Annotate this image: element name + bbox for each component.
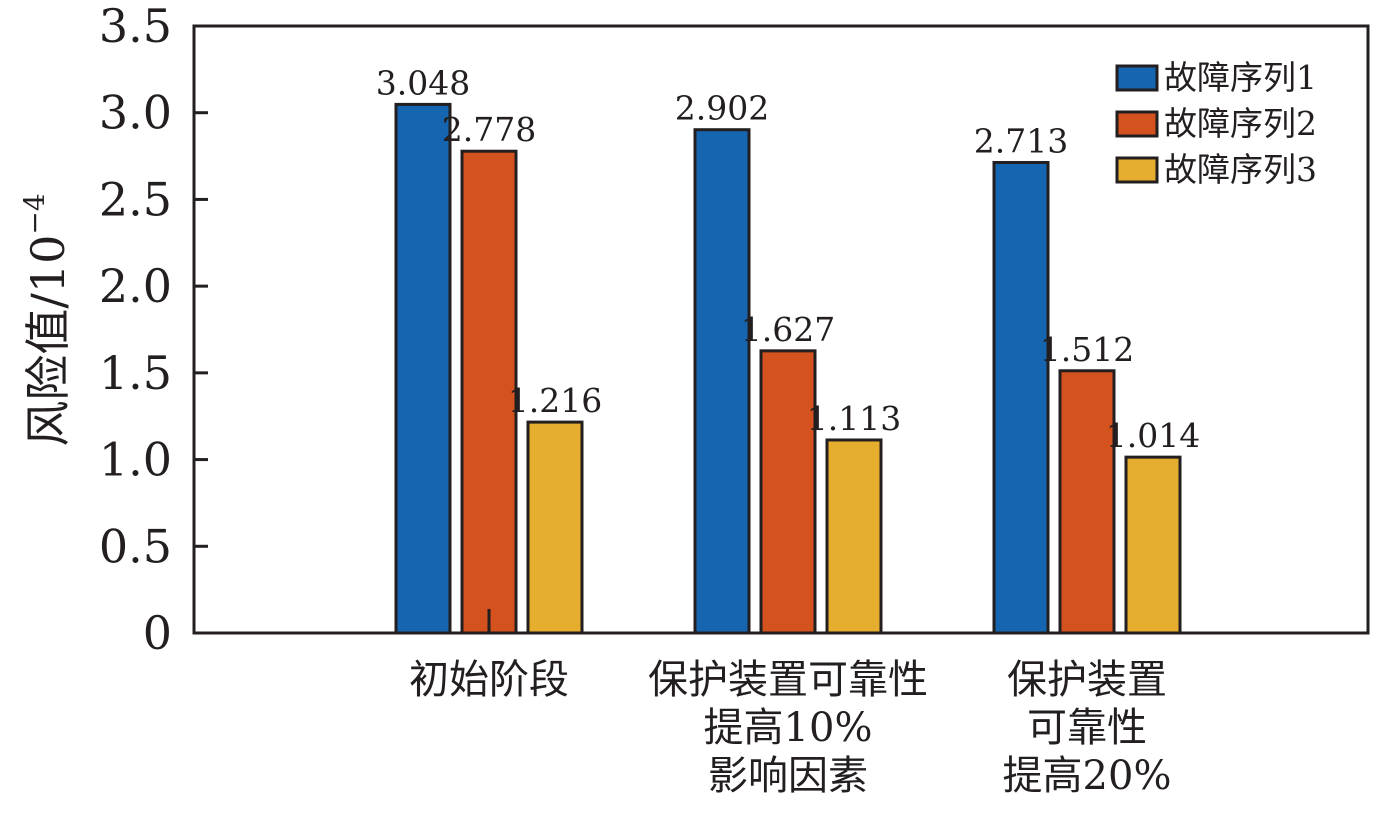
bar xyxy=(693,128,751,635)
y-axis-title-text: 风险值/10 xyxy=(21,235,75,447)
data-label: 1.512 xyxy=(1040,330,1134,369)
y-tick-label: 2.0 xyxy=(99,259,172,313)
data-label: 2.713 xyxy=(974,121,1068,160)
bar xyxy=(394,102,452,635)
legend-label: 故障序列1 xyxy=(1164,58,1317,97)
y-axis-title-exponent: −4 xyxy=(18,193,51,234)
bar xyxy=(1058,369,1116,635)
x-category-label: 提高20% xyxy=(1003,753,1172,799)
y-tick-label: 0.5 xyxy=(99,519,172,573)
bar xyxy=(759,349,817,635)
x-category-label: 影响因素 xyxy=(708,753,868,799)
data-label: 1.627 xyxy=(741,310,835,349)
legend-label: 故障序列3 xyxy=(1164,150,1317,189)
data-label: 1.113 xyxy=(807,399,901,438)
bar xyxy=(1124,455,1182,635)
data-label: 1.216 xyxy=(508,381,602,420)
legend-swatch xyxy=(1115,64,1159,92)
y-tick-label: 0 xyxy=(143,606,172,660)
bar xyxy=(825,438,883,635)
legend-swatch xyxy=(1115,110,1159,138)
plot-frame xyxy=(192,24,1370,635)
bar xyxy=(460,149,518,635)
y-tick-label: 3.5 xyxy=(99,0,172,53)
bar xyxy=(526,420,584,635)
data-label: 2.778 xyxy=(442,110,536,149)
y-axis-title: 风险值/10−4 xyxy=(18,193,75,446)
x-category-label: 保护装置可靠性 xyxy=(648,657,928,703)
data-labels-layer: 3.048 2.902 2.713 2.778 1.627 1.512 1.216 1.113… xyxy=(376,63,1200,455)
x-category-label: 初始阶段 xyxy=(409,657,569,703)
y-axis: 0 0.5 1.0 1.5 2.0 2.5 3.0 3.5 xyxy=(99,0,491,660)
x-category-label: 保护装置 xyxy=(1007,657,1167,703)
y-tick-label: 1.5 xyxy=(99,346,172,400)
bars-layer xyxy=(394,102,1182,635)
x-category-label: 可靠性 xyxy=(1027,705,1147,751)
data-label: 2.902 xyxy=(675,89,769,128)
bar xyxy=(992,160,1050,635)
y-tick-label: 1.0 xyxy=(99,433,172,487)
legend-swatch xyxy=(1115,156,1159,184)
data-label: 1.014 xyxy=(1106,416,1200,455)
y-tick-label: 2.5 xyxy=(99,172,172,226)
y-tick-label: 3.0 xyxy=(99,86,172,140)
data-label: 3.048 xyxy=(376,63,470,102)
legend: 故障序列1 故障序列2 故障序列3 xyxy=(1115,58,1317,189)
legend-label: 故障序列2 xyxy=(1164,104,1317,143)
x-category-label: 提高10% xyxy=(704,705,873,751)
